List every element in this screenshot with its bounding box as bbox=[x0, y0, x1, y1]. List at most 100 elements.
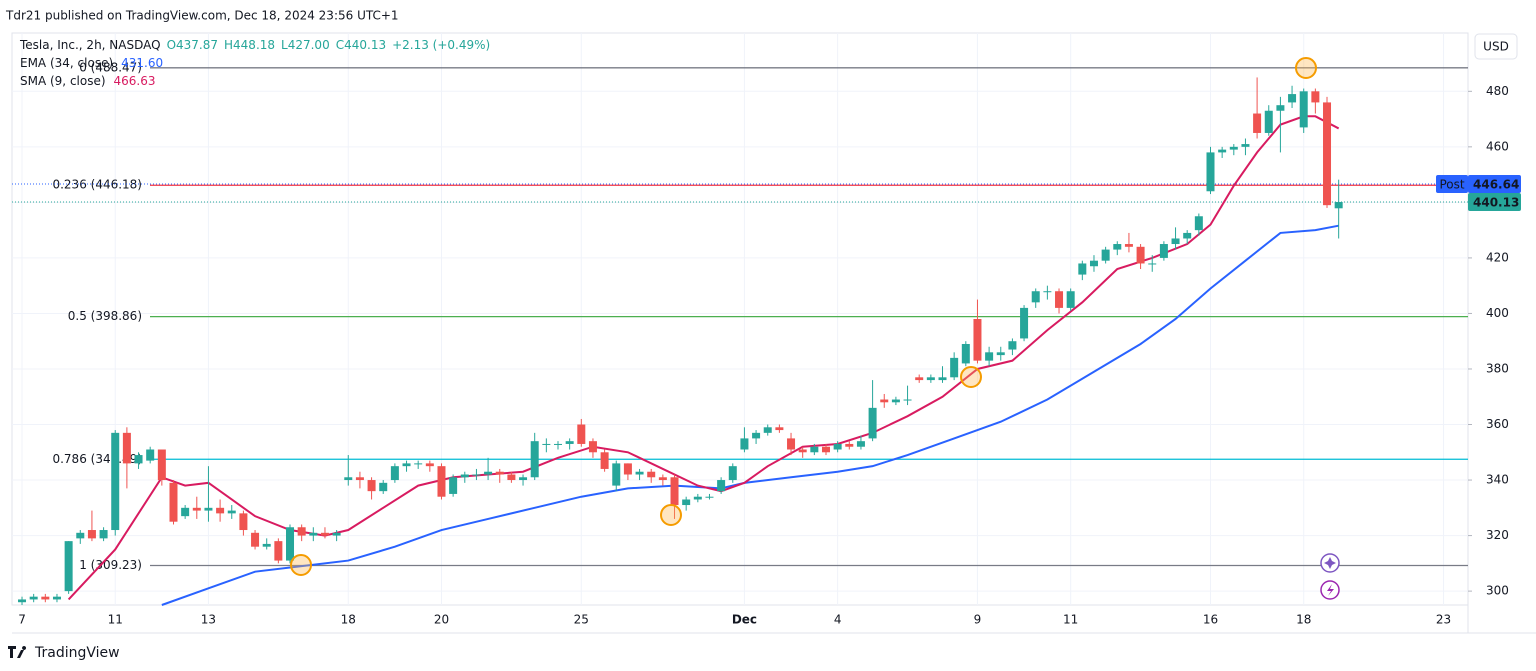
candle-body bbox=[169, 482, 178, 522]
x-tick-label: 11 bbox=[108, 613, 123, 627]
y-tick-label: 360 bbox=[1486, 417, 1509, 431]
fib-level-label: 0.5 (398.86) bbox=[68, 309, 142, 323]
candle-body bbox=[122, 432, 131, 464]
candle-body bbox=[425, 463, 434, 467]
candle-body bbox=[1299, 91, 1308, 128]
candle-body bbox=[1008, 341, 1017, 350]
plot-frame bbox=[11, 32, 1469, 606]
candle-body bbox=[484, 471, 493, 475]
x-tick-label: 4 bbox=[834, 613, 842, 627]
candle-body bbox=[612, 463, 621, 486]
candle-body bbox=[1171, 238, 1180, 245]
candle-body bbox=[87, 530, 96, 539]
candle-body bbox=[390, 466, 399, 481]
x-tick-label: 25 bbox=[574, 613, 589, 627]
candle-body bbox=[1136, 246, 1145, 264]
candle-body bbox=[717, 480, 726, 492]
currency-button[interactable] bbox=[1474, 33, 1518, 60]
legend-ema-name: EMA (34, close) bbox=[20, 56, 113, 70]
x-tick-label: 20 bbox=[434, 613, 449, 627]
legend-low: L427.00 bbox=[281, 38, 330, 52]
marker-circle bbox=[1295, 57, 1317, 79]
data-layer: 0 (488.47) 0.236 (446.18) 0.5 (398.86) 0.78… bbox=[12, 60, 1468, 606]
candle-body bbox=[227, 510, 236, 514]
y-tick-label: 460 bbox=[1486, 139, 1509, 153]
fib-level-label: 0 (488.47) bbox=[79, 60, 142, 74]
dividend-icon-glyph bbox=[1327, 584, 1334, 596]
candle-body bbox=[344, 477, 353, 481]
candle-body bbox=[1218, 149, 1227, 153]
y-tick-label: 420 bbox=[1486, 250, 1509, 264]
candle-body bbox=[868, 407, 877, 439]
candle-body bbox=[647, 471, 656, 478]
candle-body bbox=[950, 357, 959, 378]
y-tick-label: 320 bbox=[1486, 528, 1509, 542]
legend: Tesla, Inc., 2h, NASDAQ O437.87 H448.18 L42… bbox=[19, 38, 490, 88]
indicator-line bbox=[161, 224, 1339, 606]
footer-brand: TradingView bbox=[34, 645, 120, 661]
candle-body bbox=[1101, 249, 1110, 261]
candle-body bbox=[973, 319, 982, 361]
grid-layer bbox=[12, 33, 1468, 605]
price-tag-prefix-box bbox=[1436, 174, 1468, 193]
candle-body bbox=[76, 532, 85, 539]
candle-body bbox=[414, 463, 423, 465]
candle-body bbox=[437, 466, 446, 497]
candle-body bbox=[379, 482, 388, 492]
x-tick-label: 9 bbox=[974, 613, 982, 627]
candle-body bbox=[1159, 244, 1168, 258]
candle-body bbox=[600, 452, 609, 469]
candle-body bbox=[1334, 202, 1343, 209]
candle-body bbox=[926, 377, 935, 381]
marker-circle bbox=[960, 366, 982, 388]
candle-body bbox=[1113, 244, 1122, 250]
candle-body bbox=[856, 441, 865, 447]
candle-body bbox=[903, 399, 912, 401]
candle-body bbox=[705, 496, 714, 498]
y-tick-label: 480 bbox=[1486, 84, 1509, 98]
candle-body bbox=[670, 477, 679, 506]
indicator-line bbox=[67, 115, 1340, 601]
x-tick-label: 16 bbox=[1203, 613, 1218, 627]
x-tick-label: 13 bbox=[201, 613, 216, 627]
candle-body bbox=[402, 463, 411, 467]
candle-body bbox=[542, 443, 551, 445]
price-tag-label: 446.64 bbox=[1473, 177, 1519, 191]
candle-body bbox=[1031, 291, 1040, 303]
legend-sma-value: 466.63 bbox=[114, 74, 156, 88]
candle-body bbox=[752, 432, 761, 439]
candle-body bbox=[693, 496, 702, 500]
price-tag bbox=[1468, 193, 1521, 212]
candle-body bbox=[52, 596, 61, 600]
x-tick-label: 18 bbox=[1296, 613, 1311, 627]
candle-body bbox=[1183, 232, 1192, 239]
candle-body bbox=[775, 427, 784, 431]
candle-body bbox=[449, 477, 458, 494]
y-tick-label: 340 bbox=[1486, 473, 1509, 487]
candle-body bbox=[320, 532, 329, 536]
candle-body bbox=[157, 449, 166, 481]
candle-body bbox=[204, 507, 213, 511]
candle-body bbox=[577, 424, 586, 444]
x-tick-label: 18 bbox=[341, 613, 356, 627]
candle-body bbox=[1148, 263, 1157, 265]
logo-mark bbox=[8, 646, 27, 658]
candle-body bbox=[798, 449, 807, 453]
price-tag-label: 440.13 bbox=[1473, 196, 1519, 210]
candle-body bbox=[1323, 102, 1332, 206]
candle-body bbox=[367, 480, 376, 492]
candle-body bbox=[996, 352, 1005, 356]
candle-body bbox=[554, 443, 562, 445]
footer-logo: TradingView bbox=[8, 645, 120, 661]
legend-sma: SMA (9, close) 466.63 bbox=[20, 74, 156, 88]
candle-body bbox=[810, 446, 819, 453]
candle-body bbox=[530, 441, 539, 478]
legend-close: C440.13 bbox=[336, 38, 386, 52]
candle-body bbox=[1124, 244, 1133, 247]
candle-body bbox=[1264, 110, 1273, 133]
candle-body bbox=[1206, 152, 1215, 192]
fib-level-label: 1 (309.23) bbox=[79, 558, 142, 572]
candle-body bbox=[286, 527, 295, 561]
candle-body bbox=[1089, 260, 1098, 267]
